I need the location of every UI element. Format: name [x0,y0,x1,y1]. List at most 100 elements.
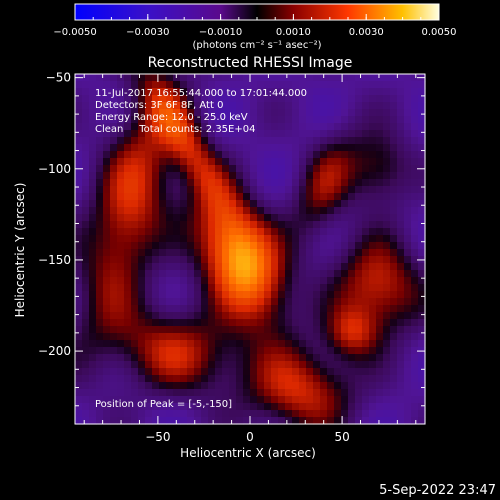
heatmap-cell [306,193,314,201]
heatmap-cell [334,221,342,229]
heatmap-cell [222,396,230,404]
heatmap-cell [306,95,314,103]
heatmap-cell [89,207,97,215]
heatmap-cell [285,193,293,201]
heatmap-cell [145,137,153,145]
heatmap-cell [110,228,118,236]
heatmap-cell [173,403,181,411]
heatmap-cell [215,235,223,243]
heatmap-cell [96,340,104,348]
heatmap-cell [355,291,363,299]
heatmap-cell [215,88,223,96]
heatmap-cell [229,410,237,418]
heatmap-cell [348,368,356,376]
heatmap-cell [313,137,321,145]
heatmap-cell [208,347,216,355]
heatmap-cell [278,179,286,187]
heatmap-cell [355,214,363,222]
heatmap-cell [264,88,272,96]
heatmap-cell [110,298,118,306]
heatmap-cell [341,389,349,397]
heatmap-cell [257,333,265,341]
heatmap-cell [138,326,146,334]
heatmap-cell [159,354,167,362]
heatmap-cell [82,347,90,355]
heatmap-cell [215,151,223,159]
heatmap-cell [201,361,209,369]
heatmap-cell [96,354,104,362]
heatmap-cell [341,298,349,306]
heatmap-cell [299,221,307,229]
heatmap-cell [75,144,83,152]
heatmap-cell [327,284,335,292]
heatmap-cell [173,200,181,208]
heatmap-cell [320,193,328,201]
heatmap-cell [334,417,342,425]
heatmap-cell [362,277,370,285]
heatmap-cell [103,291,111,299]
heatmap-cell [418,179,426,187]
heatmap-cell [376,165,384,173]
heatmap-cell [278,396,286,404]
heatmap-cell [299,403,307,411]
heatmap-cell [278,284,286,292]
heatmap-cell [341,291,349,299]
heatmap-cell [152,417,160,425]
heatmap-cell [222,326,230,334]
heatmap-cell [166,74,174,82]
heatmap-cell [327,347,335,355]
heatmap-cell [96,389,104,397]
heatmap-cell [110,312,118,320]
heatmap-cell [271,382,279,390]
heatmap-cell [201,102,209,110]
heatmap-cell [96,333,104,341]
heatmap-cell [187,95,195,103]
heatmap-cell [292,249,300,257]
heatmap-cell [278,382,286,390]
heatmap-cell [334,207,342,215]
heatmap-cell [341,361,349,369]
heatmap-cell [159,319,167,327]
heatmap-cell [103,277,111,285]
heatmap-cell [82,389,90,397]
heatmap-cell [110,123,118,131]
heatmap-cell [89,186,97,194]
heatmap-cell [390,249,398,257]
heatmap-cell [103,179,111,187]
heatmap-cell [320,179,328,187]
heatmap-cell [411,81,419,89]
heatmap-cell [285,284,293,292]
heatmap-cell [180,207,188,215]
heatmap-cell [390,312,398,320]
heatmap-cell [194,298,202,306]
heatmap-cell [341,88,349,96]
heatmap-cell [152,249,160,257]
heatmap-cell [89,410,97,418]
heatmap-cell [173,305,181,313]
heatmap-cell [138,186,146,194]
heatmap-cell [236,235,244,243]
heatmap-cell [327,207,335,215]
heatmap-cell [82,326,90,334]
heatmap-cell [117,214,125,222]
heatmap-cell [264,284,272,292]
heatmap-cell [355,389,363,397]
heatmap-cell [320,235,328,243]
heatmap-cell [306,326,314,334]
heatmap-cell [292,242,300,250]
heatmap-cell [201,410,209,418]
heatmap-cell [418,270,426,278]
heatmap-cell [166,312,174,320]
heatmap-cell [278,165,286,173]
heatmap-cell [285,165,293,173]
heatmap-cell [341,256,349,264]
heatmap-cell [201,109,209,117]
heatmap-cell [110,403,118,411]
heatmap-cell [376,242,384,250]
heatmap-cell [376,340,384,348]
heatmap-cell [131,179,139,187]
heatmap-cell [222,270,230,278]
heatmap-cell [187,242,195,250]
heatmap-cell [180,389,188,397]
